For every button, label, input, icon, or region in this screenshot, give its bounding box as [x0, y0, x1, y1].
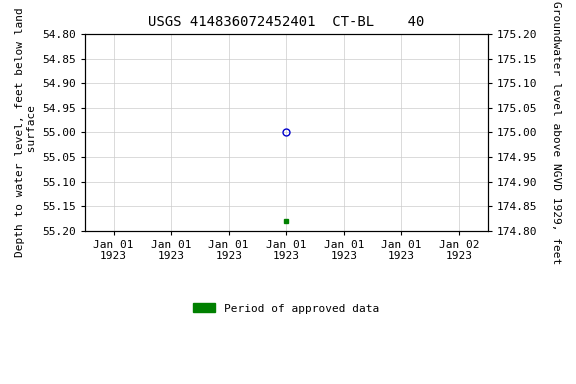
Y-axis label: Depth to water level, feet below land
 surface: Depth to water level, feet below land su…: [15, 8, 37, 257]
Title: USGS 414836072452401  CT-BL    40: USGS 414836072452401 CT-BL 40: [148, 15, 425, 29]
Y-axis label: Groundwater level above NGVD 1929, feet: Groundwater level above NGVD 1929, feet: [551, 1, 561, 264]
Legend: Period of approved data: Period of approved data: [188, 299, 384, 318]
